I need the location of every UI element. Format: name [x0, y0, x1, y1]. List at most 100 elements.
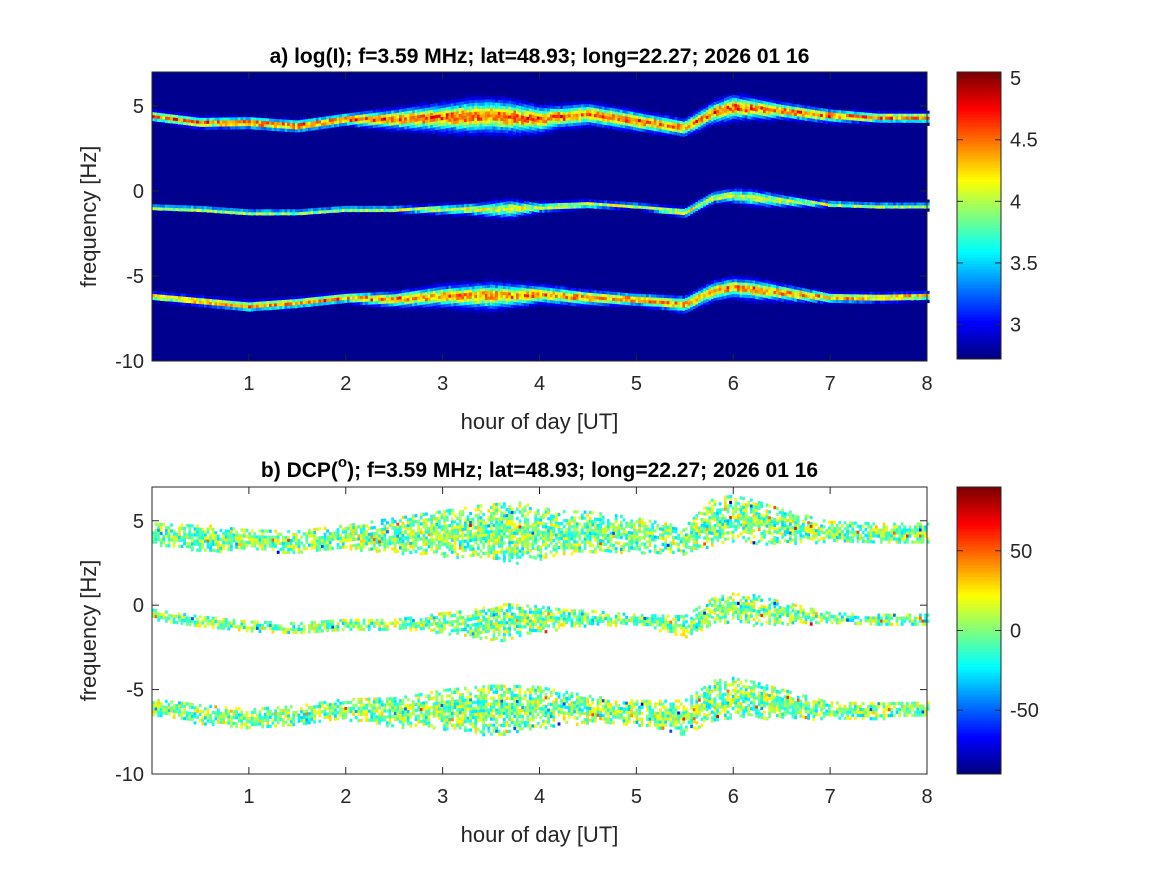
heatmap-cell: [742, 111, 745, 115]
heatmap-cell: [677, 126, 680, 130]
heatmap-cell: [378, 115, 381, 119]
heatmap-cell: [313, 297, 316, 301]
heatmap-cell: [471, 117, 475, 122]
heatmap-cell: [510, 295, 514, 299]
heatmap-cell: [708, 120, 712, 124]
heatmap-cell: [430, 297, 433, 301]
heatmap-cell: [549, 111, 553, 115]
heatmap-cell: [653, 206, 657, 211]
heatmap-cell: [352, 287, 355, 291]
heatmap-cell: [219, 126, 223, 130]
heatmap-cell: [456, 288, 459, 292]
heatmap-cell: [510, 131, 514, 135]
heatmap-cell: [809, 115, 813, 119]
heatmap-cell: [154, 291, 158, 295]
heatmap-cell: [458, 281, 462, 285]
heatmap-cell: [224, 126, 228, 130]
heatmap-cell: [651, 124, 654, 128]
heatmap-cell: [443, 310, 446, 314]
heatmap-cell: [516, 290, 519, 294]
heatmap-cell: [549, 288, 553, 292]
heatmap-cell: [666, 112, 670, 116]
heatmap-cell: [552, 206, 556, 210]
heatmap-cell: [458, 93, 462, 97]
heatmap-cell: [547, 284, 550, 288]
heatmap-cell: [425, 286, 428, 290]
heatmap-cell: [648, 130, 652, 134]
heatmap-cell: [552, 209, 556, 213]
heatmap-cell: [612, 111, 615, 115]
heatmap-cell: [542, 138, 545, 142]
heatmap-cell: [651, 112, 654, 116]
heatmap-cell: [217, 114, 220, 118]
heatmap-cell: [919, 113, 922, 117]
heatmap-cell: [425, 107, 428, 112]
heatmap-cell: [521, 212, 524, 216]
heatmap-cell: [464, 281, 467, 285]
heatmap-cell: [744, 112, 748, 116]
heatmap-cell: [404, 202, 407, 206]
heatmap-cell: [534, 124, 537, 128]
heatmap-cell: [531, 289, 535, 293]
heatmap-cell: [292, 302, 296, 306]
heatmap-cell: [500, 106, 504, 110]
heatmap-cell: [276, 122, 280, 126]
heatmap-cell: [770, 114, 774, 118]
heatmap-cell: [256, 301, 259, 305]
heatmap-cell: [175, 115, 179, 119]
heatmap-cell: [513, 281, 517, 285]
heatmap-cell: [726, 111, 730, 115]
heatmap-cell: [495, 93, 498, 97]
heatmap-cell: [318, 120, 322, 124]
heatmap-cell: [750, 89, 753, 93]
heatmap-cell: [763, 116, 766, 120]
heatmap-cell: [700, 199, 704, 203]
heatmap-cell: [492, 203, 496, 207]
heatmap-cell: [165, 110, 168, 114]
heatmap-cell: [435, 200, 439, 204]
heatmap-cell: [198, 301, 202, 305]
heatmap-cell: [843, 110, 847, 114]
heatmap-cell: [911, 205, 914, 209]
heatmap-cell: [510, 125, 514, 129]
heatmap-cell: [310, 127, 314, 131]
heatmap-cell: [721, 104, 725, 109]
heatmap-cell: [362, 292, 366, 297]
heatmap-cell: [760, 190, 764, 194]
heatmap-cell: [588, 128, 592, 132]
heatmap-cell: [341, 117, 345, 121]
heatmap-cell: [466, 106, 470, 110]
heatmap-cell: [599, 121, 602, 125]
heatmap-cell: [752, 189, 756, 193]
heatmap-cell: [206, 298, 210, 302]
heatmap-cell: [799, 201, 803, 205]
heatmap-cell: [227, 294, 231, 298]
heatmap-cell: [185, 208, 189, 212]
heatmap-cell: [373, 286, 376, 290]
heatmap-cell: [757, 103, 761, 107]
heatmap-cell: [752, 122, 756, 127]
heatmap-cell: [768, 189, 771, 193]
heatmap-cell: [406, 102, 410, 106]
heatmap-cell: [477, 132, 480, 136]
heatmap-cell: [386, 117, 389, 121]
heatmap-cell: [508, 127, 511, 131]
heatmap-cell: [796, 201, 800, 205]
heatmap-cell: [378, 127, 381, 131]
heatmap-cell: [700, 107, 704, 111]
heatmap-cell: [375, 205, 379, 210]
heatmap-cell: [399, 208, 402, 212]
heatmap-cell: [484, 117, 488, 121]
heatmap-cell: [906, 202, 909, 206]
heatmap-cell: [508, 289, 511, 293]
heatmap-cell: [318, 296, 322, 300]
heatmap-cell: [430, 116, 433, 120]
heatmap-cell: [659, 129, 662, 133]
heatmap-cell: [157, 207, 160, 211]
heatmap-cell: [222, 126, 225, 130]
heatmap-cell: [573, 96, 576, 100]
heatmap-cell: [227, 117, 231, 121]
heatmap-cell: [375, 115, 379, 119]
heatmap-cell: [521, 197, 524, 201]
heatmap-cell: [495, 215, 498, 219]
